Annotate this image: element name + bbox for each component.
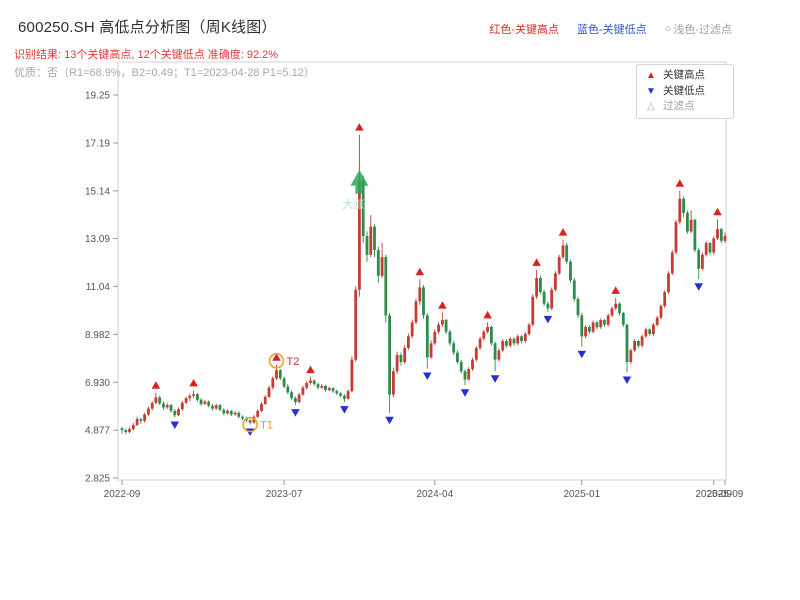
x-tick-label: 2025-09 xyxy=(707,489,744,500)
key-low-markers xyxy=(170,283,703,436)
y-tick-label: 2.825 xyxy=(85,474,110,485)
legend-item-filtered: △ 过滤点 xyxy=(645,101,725,113)
chart-legend: ▲ 关键高点 ▼ 关键低点 △ 过滤点 xyxy=(636,64,734,119)
circle-icon: ○ xyxy=(664,23,672,35)
annotation-T2-label: T2 xyxy=(287,356,300,368)
x-tick-label: 2022-09 xyxy=(104,489,141,500)
plot-frame xyxy=(117,61,727,481)
filtered-label: 浅色-过滤点 xyxy=(673,24,732,36)
x-tick-label: 2025-01 xyxy=(563,489,600,500)
quality-line: 优质：否（R1=68.9%，B2=0.49；T1=2023-04-28 P1=5… xyxy=(14,67,315,79)
legend-key-high-label: 关键高点 xyxy=(663,69,705,81)
annotation-T1-label: T1 xyxy=(260,420,273,432)
annotation-T2-circle xyxy=(268,352,285,369)
recognition-result-line: 识别结果: 13个关键高点, 12个关键低点 准确度: 92.2% xyxy=(14,49,279,61)
annotation-T1-circle xyxy=(242,416,258,433)
legend-item-key-low: ▼ 关键低点 xyxy=(645,84,725,98)
y-tick-label: 11.04 xyxy=(86,282,111,293)
legend-filtered-label: 过滤点 xyxy=(663,100,695,113)
y-tick-label: 6.930 xyxy=(85,378,110,389)
top-legend-filtered: ○ 浅色-过滤点 xyxy=(665,21,732,37)
blue-low-label: 蓝色-关键低点 xyxy=(577,24,647,36)
legend-key-low-label: 关键低点 xyxy=(663,84,705,97)
y-tick-label: 4.877 xyxy=(85,426,110,437)
top-legend: 红色-关键高点 蓝色-关键低点 ○ 浅色-过滤点 xyxy=(489,21,732,37)
outline-triangle-icon: △ xyxy=(647,101,655,113)
y-tick-label: 15.14 xyxy=(85,186,110,197)
key-high-markers xyxy=(151,123,722,389)
red-high-label: 红色-关键高点 xyxy=(489,24,559,36)
top-legend-key-high: 红色-关键高点 xyxy=(489,21,559,37)
x-tick-label: 2025-09 xyxy=(695,489,732,500)
y-tick-label: 8.982 xyxy=(85,330,110,341)
candles xyxy=(120,134,727,435)
annotation-surge-arrow xyxy=(350,169,369,194)
up-triangle-icon: ▲ xyxy=(646,70,656,82)
y-tick-label: 13.09 xyxy=(85,234,110,245)
top-legend-key-low: 蓝色-关键低点 xyxy=(577,21,647,37)
x-tick-label: 2023-07 xyxy=(266,489,303,500)
y-tick-label: 19.25 xyxy=(85,91,110,102)
x-tick-label: 2024-04 xyxy=(416,489,453,500)
page-title: 600250.SH 高低点分析图（周K线图） xyxy=(18,19,277,36)
down-triangle-icon: ▼ xyxy=(646,85,656,97)
legend-item-key-high: ▲ 关键高点 xyxy=(645,69,725,82)
annotation-surge-label: 大涨 xyxy=(342,197,364,211)
y-tick-label: 17.19 xyxy=(85,139,110,150)
